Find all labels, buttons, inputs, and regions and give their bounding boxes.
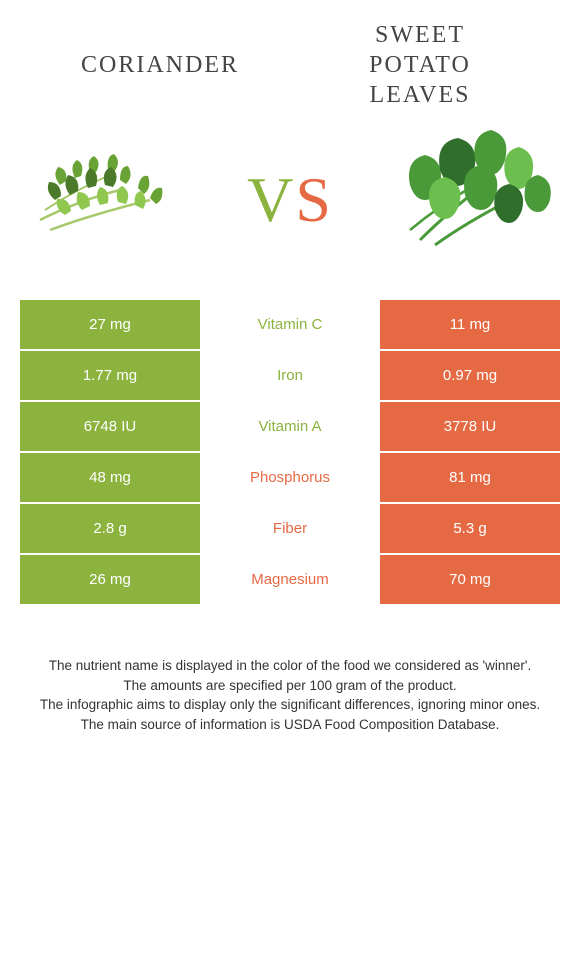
left-value: 2.8 g: [20, 504, 200, 553]
right-value: 5.3 g: [380, 504, 560, 553]
vs-s: S: [295, 164, 333, 235]
nutrient-label: Magnesium: [200, 555, 380, 604]
right-value: 81 mg: [380, 453, 560, 502]
right-value: 11 mg: [380, 300, 560, 349]
left-value: 48 mg: [20, 453, 200, 502]
table-row: 48 mgPhosphorus81 mg: [20, 453, 560, 504]
footer-notes: The nutrient name is displayed in the co…: [0, 626, 580, 764]
right-value: 3778 IU: [380, 402, 560, 451]
nutrient-label: Vitamin A: [200, 402, 380, 451]
right-value: 70 mg: [380, 555, 560, 604]
right-title-line1: SWEET: [290, 20, 550, 50]
left-value: 6748 IU: [20, 402, 200, 451]
table-row: 2.8 gFiber5.3 g: [20, 504, 560, 555]
left-value: 1.77 mg: [20, 351, 200, 400]
footer-line4: The main source of information is USDA F…: [20, 715, 560, 735]
sweet-potato-leaves-image: [380, 130, 560, 270]
footer-line3: The infographic aims to display only the…: [20, 695, 560, 715]
footer-line1: The nutrient name is displayed in the co…: [20, 656, 560, 676]
left-food-title: CORIANDER: [30, 52, 290, 79]
nutrient-table: 27 mgVitamin C11 mg1.77 mgIron0.97 mg674…: [20, 300, 560, 606]
right-value: 0.97 mg: [380, 351, 560, 400]
vs-label: VS: [247, 163, 333, 237]
nutrient-label: Phosphorus: [200, 453, 380, 502]
nutrient-label: Fiber: [200, 504, 380, 553]
right-food-title: SWEET POTATO LEAVES: [290, 20, 550, 110]
vs-v: V: [247, 164, 295, 235]
right-title-line3: LEAVES: [290, 80, 550, 110]
right-title-line2: POTATO: [290, 50, 550, 80]
left-value: 27 mg: [20, 300, 200, 349]
table-row: 27 mgVitamin C11 mg: [20, 300, 560, 351]
left-value: 26 mg: [20, 555, 200, 604]
table-row: 1.77 mgIron0.97 mg: [20, 351, 560, 402]
coriander-image: [20, 130, 200, 270]
table-row: 26 mgMagnesium70 mg: [20, 555, 560, 606]
footer-line2: The amounts are specified per 100 gram o…: [20, 676, 560, 696]
nutrient-label: Iron: [200, 351, 380, 400]
nutrient-label: Vitamin C: [200, 300, 380, 349]
table-row: 6748 IUVitamin A3778 IU: [20, 402, 560, 453]
